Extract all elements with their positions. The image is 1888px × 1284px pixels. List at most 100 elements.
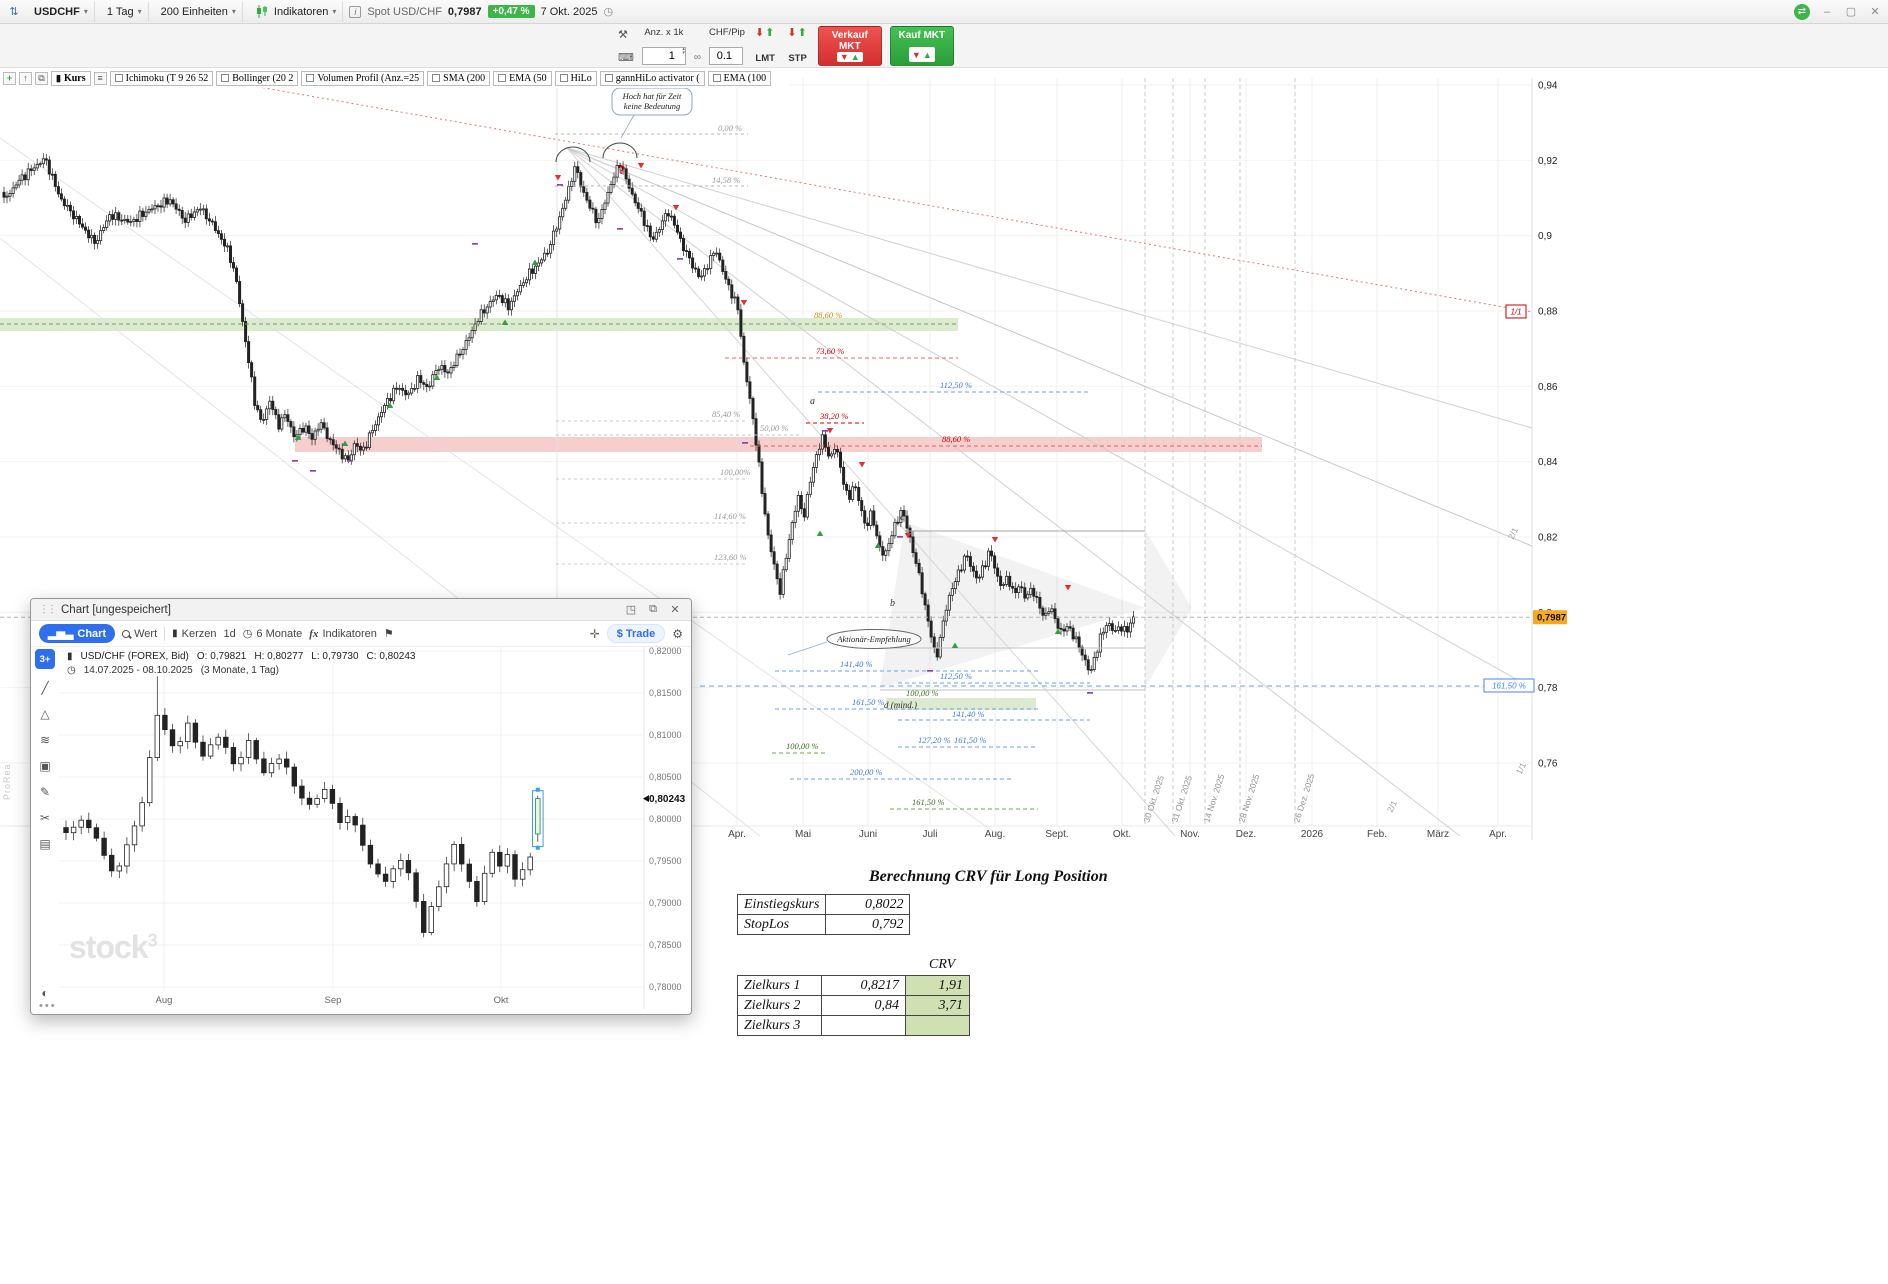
buy-order-icon: ▼ ▲: [908, 47, 935, 62]
bookmark-icon[interactable]: ⚑: [383, 628, 394, 640]
pip-value-input[interactable]: [709, 47, 744, 65]
buy-market-button[interactable]: Kauf MKT ▼ ▲: [889, 26, 954, 66]
checkbox-icon[interactable]: [559, 74, 568, 82]
indicators-menu[interactable]: Indikatoren ▾: [249, 1, 344, 22]
kurs-chip[interactable]: ▮ Kurs: [51, 70, 91, 86]
info-icon[interactable]: i: [349, 5, 362, 18]
range-button[interactable]: ◷ 6 Monate: [243, 627, 302, 641]
checkbox-icon[interactable]: [604, 74, 613, 82]
time-axis[interactable]: Aug Sep Okt: [156, 995, 509, 1006]
quantity-input[interactable]: [641, 47, 686, 65]
price-axis[interactable]: 0,940,920,90,880,860,840,820,80,780,760,…: [1533, 81, 1567, 770]
wave-tool-icon[interactable]: ≋: [39, 733, 51, 747]
chart-window-titlebar[interactable]: ⋮⋮ Chart [ungespeichert] ◳ ⧉ ✕: [31, 599, 691, 621]
annotations[interactable]: a b c d (mind.) 100,00 %? Hoch hat für Zeitke…: [555, 87, 939, 710]
limit-order-button[interactable]: ⬇⬆ LMT: [753, 26, 777, 66]
candles: [2, 153, 1136, 675]
chart-window[interactable]: ⋮⋮ Chart [ungespeichert] ◳ ⧉ ✕ ▂▅▃ Chart…: [30, 598, 692, 1015]
shapes-tool-icon[interactable]: △: [40, 707, 50, 721]
link-icon[interactable]: ∞: [693, 52, 702, 63]
gear-icon[interactable]: ⚙: [672, 626, 683, 641]
indicators-button[interactable]: fx Indikatoren: [309, 628, 377, 640]
crv-row-value: 0,792: [825, 914, 911, 935]
indicator-toggle[interactable]: SMA (200: [427, 70, 491, 86]
stop-order-button[interactable]: ⬇⬆ STP: [785, 26, 809, 66]
indicator-toggle[interactable]: Bollinger (20 2: [216, 70, 299, 86]
svg-text:c: c: [900, 512, 905, 523]
keyboard-icon[interactable]: ⌨: [618, 52, 634, 64]
theme-toggle-icon[interactable]: ◐: [41, 986, 49, 1000]
close-button[interactable]: ✕: [1870, 6, 1880, 18]
crv-entry-table: Einstiegskurs 0,8022 StopLos 0,792: [736, 894, 911, 935]
chart-tab[interactable]: ▂▅▃ Chart: [39, 624, 116, 643]
trendline-tool-icon[interactable]: ╱: [41, 681, 49, 695]
checkbox-icon[interactable]: [712, 74, 721, 82]
close-icon[interactable]: ✕: [670, 604, 680, 616]
copy-icon[interactable]: ⧉: [35, 71, 48, 85]
sell-market-button[interactable]: Verkauf MKT ▼ ▲: [817, 26, 882, 66]
indicator-toggle[interactable]: EMA (50: [493, 70, 552, 86]
maximize-button[interactable]: ▢: [1845, 6, 1857, 18]
compare-icon[interactable]: ⇅: [9, 6, 19, 18]
svg-text:?: ?: [618, 163, 625, 177]
quantity-group: Anz. x 1k ▴▾: [641, 26, 686, 66]
svg-text:161,50 %: 161,50 %: [954, 735, 987, 745]
drag-handle-icon[interactable]: ⋮⋮: [39, 604, 57, 615]
svg-text:0,81500: 0,81500: [649, 688, 682, 698]
crosshair-icon[interactable]: ✛: [589, 626, 600, 641]
indicator-toggle[interactable]: gannHiLo activator (: [599, 70, 705, 86]
trade-button[interactable]: $ Trade: [606, 624, 666, 643]
pattern-tool-icon[interactable]: ▣: [39, 759, 51, 773]
timeframe-select[interactable]: 1 Tag ▾: [101, 1, 149, 22]
window-pagination-dots[interactable]: •••: [39, 1000, 57, 1012]
svg-text:Sep: Sep: [325, 995, 342, 1006]
trendlines[interactable]: [0, 78, 1533, 837]
indicator-toggle[interactable]: Ichimoku (T 9 26 52: [109, 70, 214, 86]
svg-text:0,76: 0,76: [1538, 759, 1558, 770]
new-chart-button[interactable]: 3+: [35, 649, 55, 669]
svg-text:0,80243: 0,80243: [649, 794, 686, 805]
list-icon[interactable]: ≡: [93, 71, 107, 85]
price-axis[interactable]: 0,82000 0,81500 0,81000 0,80500 0,80000 0,795…: [643, 647, 686, 992]
minimize-button[interactable]: –: [1823, 5, 1831, 18]
checkbox-icon[interactable]: [432, 74, 441, 82]
search-button[interactable]: Wert: [122, 628, 157, 640]
arrow-up-icon[interactable]: ↑: [19, 71, 32, 85]
mini-chart[interactable]: 0,82000 0,81500 0,81000 0,80500 0,80000 0,795…: [59, 647, 692, 1009]
indicator-toggle[interactable]: Volumen Profil (Anz.=25: [301, 70, 425, 86]
side-watermark: ProRea: [2, 763, 12, 800]
layout-tool-icon[interactable]: ▤: [39, 837, 51, 851]
time-axis[interactable]: Apr. Mai Juni Juli Aug. Sept. Okt. Nov. Dez. 2026…: [728, 829, 1507, 840]
checkbox-icon[interactable]: [498, 74, 507, 82]
candle-type-button[interactable]: ▮ Kerzen: [172, 628, 216, 640]
svg-text:b: b: [890, 598, 895, 609]
svg-text:85,40 %: 85,40 %: [712, 409, 740, 419]
open-value: O: 0,79821: [196, 651, 247, 662]
clock-icon: ◷: [603, 6, 614, 18]
interval-button[interactable]: 1d: [224, 628, 236, 640]
quantity-stepper[interactable]: ▴ ▾: [682, 46, 685, 56]
checkbox-icon[interactable]: [221, 74, 230, 82]
tools-icon[interactable]: ⚒: [618, 29, 628, 41]
signal-markers: [292, 163, 1093, 694]
grid: [59, 647, 645, 1009]
refresh-icon[interactable]: ⇄: [1794, 3, 1810, 20]
cut-tool-icon[interactable]: ✂: [39, 811, 51, 825]
add-icon[interactable]: +: [3, 71, 16, 85]
units-select[interactable]: 200 Einheiten ▾: [155, 1, 243, 22]
indicator-toggle[interactable]: EMA (100: [707, 70, 772, 86]
sell-market-label: Verkauf MKT: [831, 30, 868, 52]
fibonacci-levels[interactable]: 0,00 % 14,58 % 88,60 % 73,60 % 112,50 % 38,20…: [0, 123, 1484, 810]
indicator-toggle[interactable]: HiLo: [554, 70, 597, 86]
checkbox-icon[interactable]: [306, 74, 315, 82]
svg-text:1/1: 1/1: [1510, 308, 1521, 317]
popout-icon[interactable]: ⧉: [649, 603, 657, 615]
checkbox-icon[interactable]: [114, 74, 123, 82]
crv-row-label: StopLos: [736, 914, 827, 935]
svg-text:2026: 2026: [1301, 829, 1324, 840]
draw-tool-icon[interactable]: ✎: [39, 785, 51, 799]
svg-text:112,50 %: 112,50 %: [940, 380, 972, 390]
fullscreen-icon[interactable]: ◳: [625, 604, 637, 616]
high-value: H: 0,80277: [254, 651, 304, 662]
symbol-select[interactable]: USDCHF ▾: [28, 1, 95, 22]
